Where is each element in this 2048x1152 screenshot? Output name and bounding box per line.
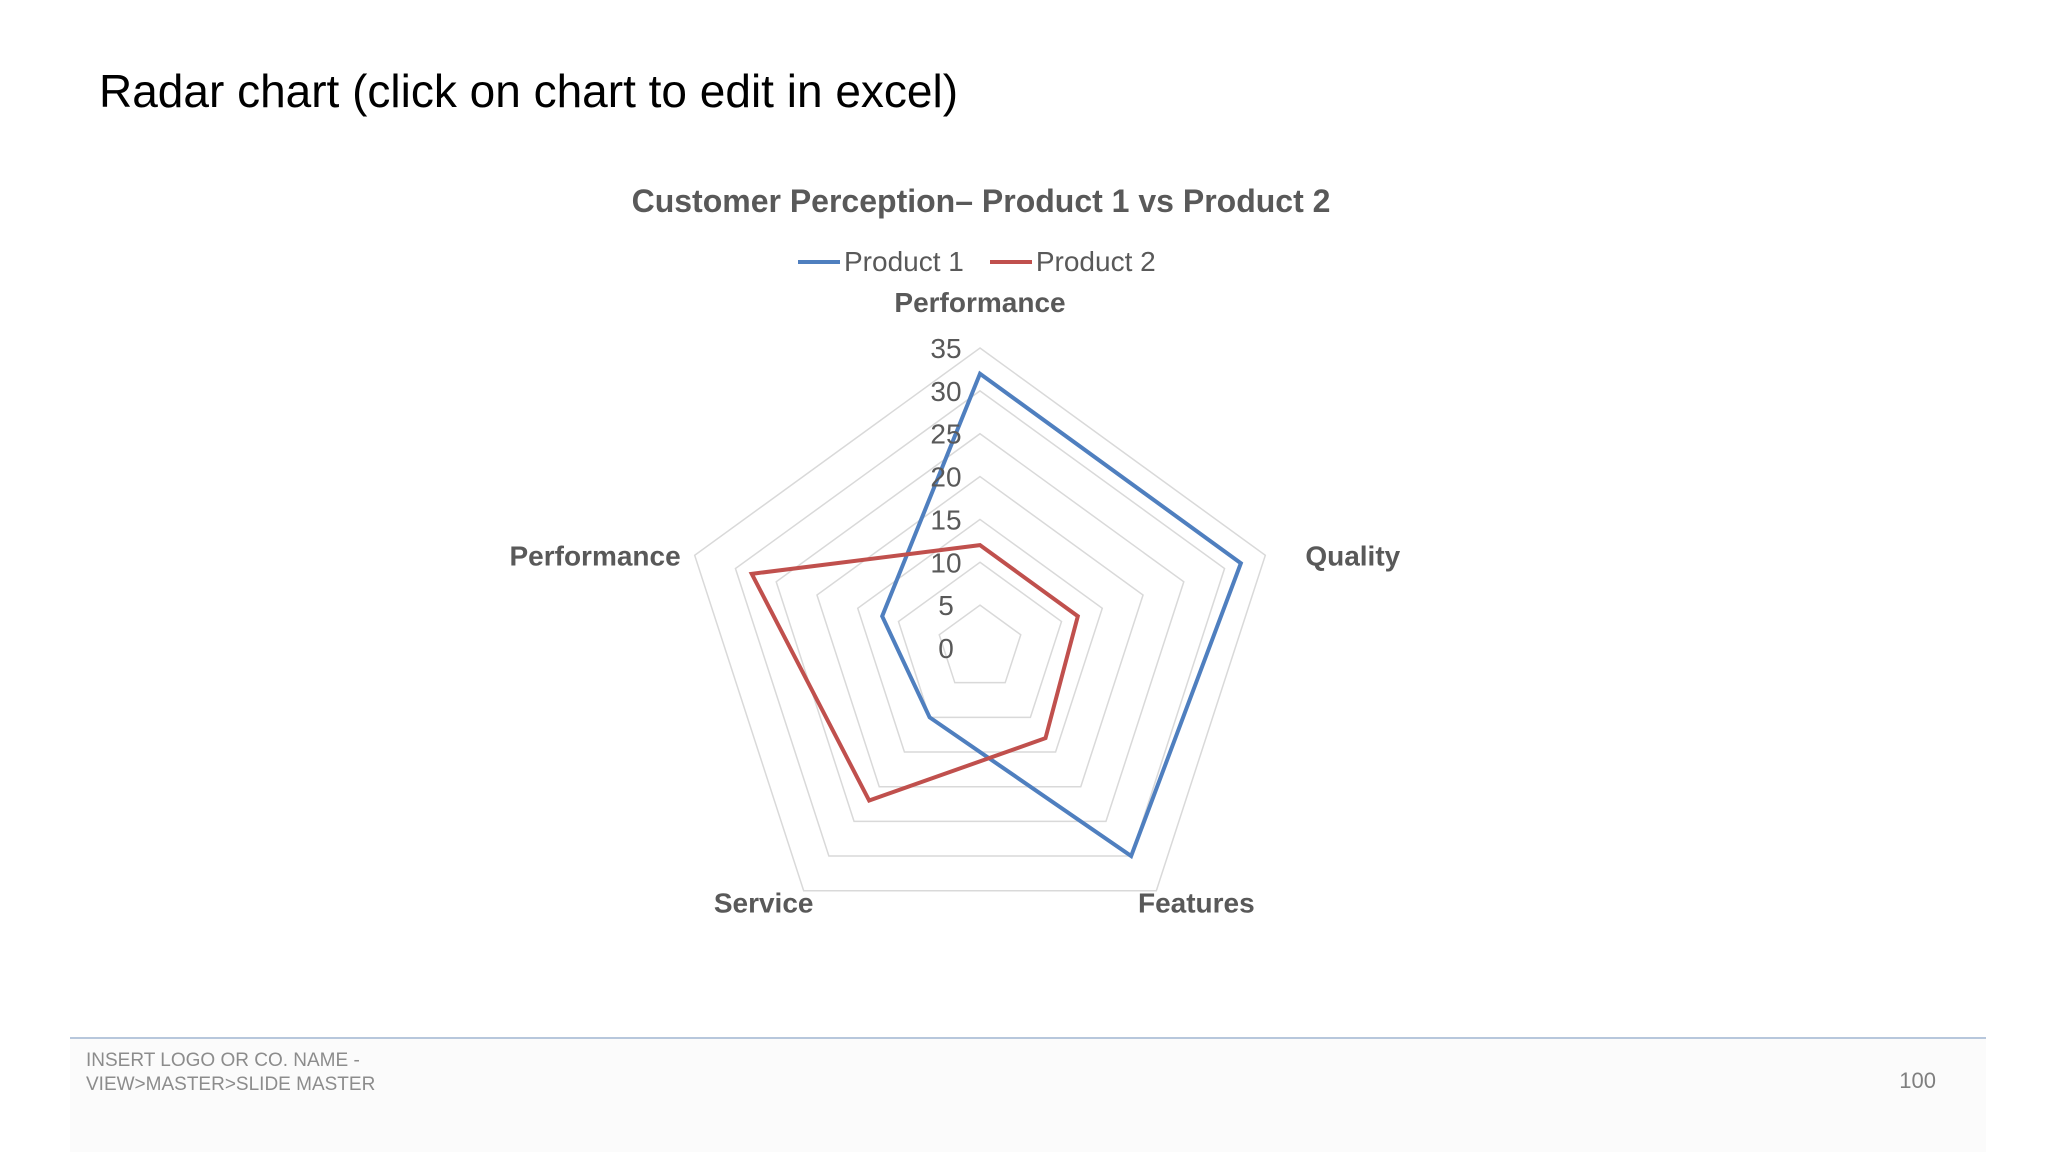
legend-item-product-1: Product 1	[798, 246, 964, 278]
grid-ring-35	[693, 347, 1267, 892]
legend-label-product-1: Product 1	[844, 246, 964, 277]
r-tick-label-10: 10	[930, 547, 961, 578]
page-number: 100	[1899, 1068, 1936, 1093]
r-tick-label-20: 20	[930, 462, 961, 493]
r-tick-label-30: 30	[930, 376, 961, 407]
category-label-2: Quality	[1305, 540, 1400, 571]
footer-band	[70, 1039, 1986, 1152]
category-label-3: Features	[1138, 888, 1255, 919]
category-label-1: Performance	[894, 287, 1065, 318]
category-label-4: Service	[714, 888, 814, 919]
radar-chart[interactable]: 0 5 10 15 20 25 30 35 Performance Quality Features…	[0, 0, 2048, 1040]
grid-ring-30	[734, 389, 1226, 857]
grid-ring-10	[897, 561, 1063, 719]
r-tick-label-5: 5	[938, 590, 954, 621]
footer-company-placeholder: INSERT LOGO OR CO. NAME - VIEW>MASTER>SL…	[86, 1049, 375, 1097]
footer-line-1: INSERT LOGO OR CO. NAME -	[86, 1050, 360, 1071]
category-label-5: Performance	[509, 540, 680, 571]
r-tick-label-0: 0	[938, 633, 954, 664]
footer-line-2: VIEW>MASTER>SLIDE MASTER	[86, 1074, 376, 1095]
slide-title: Radar chart (click on chart to edit in e…	[99, 65, 959, 117]
grid-ring-20	[816, 475, 1144, 788]
legend-swatch-product-1	[798, 260, 840, 264]
grid-ring-5	[938, 604, 1022, 684]
grid-ring-25	[775, 432, 1185, 823]
legend-item-product-2: Product 2	[989, 246, 1156, 278]
r-tick-label-25: 25	[930, 419, 961, 450]
r-tick-label-35: 35	[930, 333, 961, 364]
footer-rule	[70, 1037, 1986, 1039]
r-tick-label-15: 15	[930, 504, 961, 535]
series-line-1	[879, 370, 1244, 860]
series-line-2	[748, 543, 1081, 804]
legend-swatch-product-2	[989, 260, 1032, 264]
chart-legend: Product 1 Product 2	[798, 246, 1182, 278]
legend-label-product-2: Product 2	[1035, 246, 1156, 277]
chart-title: Customer Perception– Product 1 vs Produc…	[631, 183, 1331, 219]
